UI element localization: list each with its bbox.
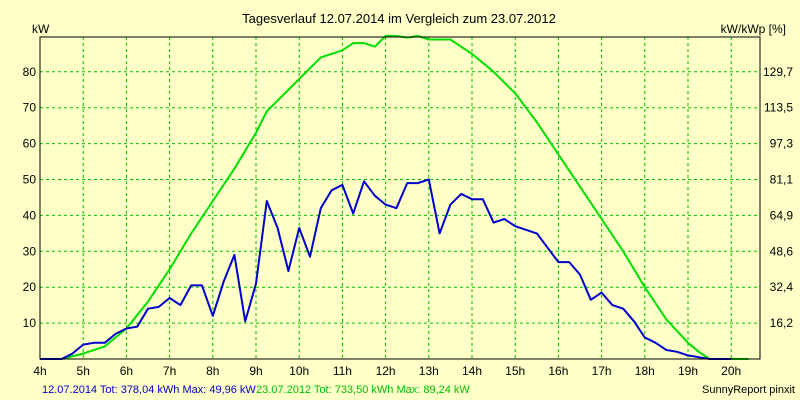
y-axis-label-left: kW (32, 22, 50, 36)
x-tick-label: 13h (419, 364, 439, 378)
x-tick-labels: 4h 5h 6h 7h 8h 9h 10h 11h 12h 13h 14h 15h 16h 17h 18h 1… (33, 364, 741, 378)
y-tick-label-left: 50 (23, 173, 37, 187)
series-line-2012 (40, 34, 749, 360)
x-tick-label: 17h (592, 364, 612, 378)
y-tick-label-left: 30 (23, 244, 37, 258)
x-tick-label: 11h (333, 364, 352, 378)
x-tick-label: 16h (548, 364, 568, 378)
chart-title: Tagesverlauf 12.07.2014 im Vergleich zum… (242, 11, 556, 26)
plot-frame (39, 36, 761, 360)
x-tick-label: 5h (77, 364, 90, 378)
x-tick-label: 7h (163, 364, 176, 378)
legend-entry-2014: 12.07.2014 Tot: 378,04 kWh Max: 49,96 kW (42, 384, 256, 396)
y-tick-labels-right: 16,2 32,4 48,6 64,9 81,1 97,3 113,5 129,7 (763, 65, 793, 330)
y-axis-label-right: kW/kWp [%] (721, 22, 786, 36)
series-line-2014 (40, 178, 732, 360)
y-tick-label-left: 20 (23, 280, 37, 294)
x-tick-label: 20h (721, 364, 741, 378)
x-tick-label: 8h (206, 364, 219, 378)
x-tick-label: 19h (678, 364, 698, 378)
y-tick-label-right: 48,6 (770, 244, 794, 258)
y-tick-label-right: 97,3 (770, 137, 794, 151)
y-tick-label-right: 64,9 (770, 208, 794, 222)
x-tick-label: 9h (249, 364, 262, 378)
y-tick-labels-left: 10 20 30 40 50 60 70 80 (23, 65, 37, 330)
x-tick-label: 14h (462, 364, 482, 378)
grid (40, 37, 760, 359)
y-tick-label-left: 80 (23, 65, 37, 79)
x-tick-label: 18h (635, 364, 655, 378)
series-layer (40, 34, 749, 360)
y-tick-label-left: 10 (23, 316, 37, 330)
y-tick-label-right: 81,1 (770, 173, 794, 187)
x-tick-label: 6h (120, 364, 133, 378)
y-tick-label-right: 129,7 (763, 65, 793, 79)
y-tick-label-right: 32,4 (770, 280, 794, 294)
y-tick-label-left: 70 (23, 101, 37, 115)
x-tick-label: 12h (376, 364, 396, 378)
credit-text: SunnyReport pinxit (702, 384, 795, 396)
y-tick-label-right: 16,2 (770, 316, 794, 330)
x-tick-label: 10h (289, 364, 309, 378)
y-tick-label-right: 113,5 (764, 101, 793, 115)
y-tick-label-left: 40 (23, 208, 37, 222)
x-tick-label: 4h (33, 364, 46, 378)
y-tick-label-left: 60 (23, 137, 37, 151)
legend-entry-2012: 23.07.2012 Tot: 733,50 kWh Max: 89,24 kW (256, 384, 470, 396)
x-tick-label: 15h (505, 364, 525, 378)
